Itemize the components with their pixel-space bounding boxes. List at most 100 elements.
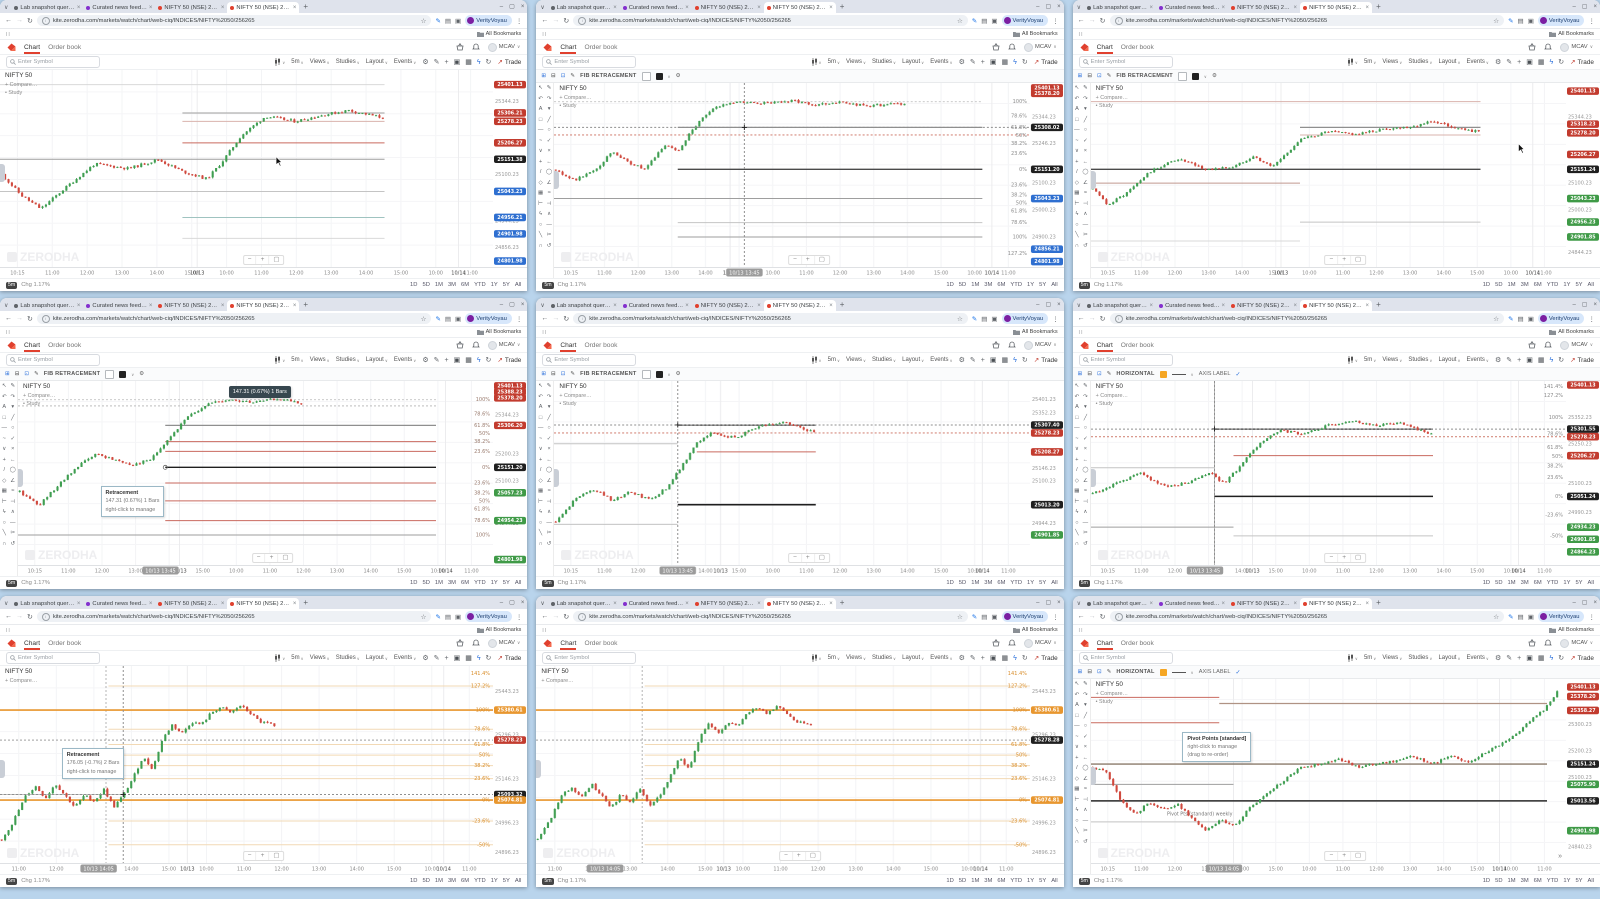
line-style-sample[interactable] <box>1171 373 1186 375</box>
fullscreen-button[interactable]: ▢ <box>813 256 829 264</box>
channel-tool-icon[interactable]: ≈ <box>547 488 551 495</box>
tab-close-icon[interactable]: × <box>1149 4 1154 11</box>
browser-tab[interactable]: NIFTY 50 (NSE) 25,15…× <box>763 300 836 311</box>
crosshair-tool-icon[interactable]: + <box>538 456 543 463</box>
diamond-tool-icon[interactable]: ◇ <box>538 477 543 484</box>
profile-chip[interactable]: VerityVoyau <box>1537 313 1585 324</box>
range-button-ytd[interactable]: YTD <box>474 580 486 586</box>
range-button-5d[interactable]: 5D <box>1495 878 1503 884</box>
toolbar-menu-events[interactable]: Events ∨ <box>930 59 952 65</box>
zoom-in-button[interactable]: + <box>1337 852 1350 860</box>
range-button-1m[interactable]: 1M <box>971 878 980 884</box>
scissors-tool-icon[interactable]: ✂ <box>546 530 552 537</box>
sidebar-handle[interactable] <box>0 163 5 182</box>
range-button-5y[interactable]: 5Y <box>1575 878 1583 884</box>
reload-button[interactable]: ↻ <box>27 315 33 323</box>
pointer-tool-icon[interactable]: ↖ <box>1074 85 1080 92</box>
all-bookmarks-button[interactable]: All Bookmarks <box>476 31 521 37</box>
tab-groups-icon[interactable]: ▣ <box>455 315 462 323</box>
crosshair-icon[interactable]: + <box>444 58 449 66</box>
maximize-button[interactable]: ▢ <box>1581 4 1588 10</box>
crosshair-icon[interactable]: + <box>980 356 985 364</box>
horizontal-line-tool-icon[interactable]: — <box>537 127 544 134</box>
trade-button[interactable]: ↗ Trade <box>1570 356 1594 365</box>
line-color-swatch[interactable] <box>1159 370 1167 378</box>
tab-close-icon[interactable]: × <box>829 600 833 607</box>
edit-extension-icon[interactable]: ✎ <box>971 315 978 323</box>
line-color-swatch[interactable] <box>655 370 663 378</box>
angle-tool-icon[interactable]: ∠ <box>1082 477 1088 484</box>
chart-area[interactable]: NIFTY 50 + Compare… • Study ZERODHA − + ▢… <box>1090 679 1600 874</box>
draw-icon[interactable]: ✎ <box>433 654 440 662</box>
apps-grid-icon[interactable]: ∷ <box>6 31 10 38</box>
reading-list-icon[interactable]: ▤ <box>1517 613 1524 621</box>
tab-close-icon[interactable]: × <box>757 4 761 11</box>
range-button-3m[interactable]: 3M <box>447 282 457 288</box>
price-chart-canvas[interactable] <box>1090 381 1600 576</box>
text-tool-icon[interactable]: A <box>2 404 7 411</box>
sidebar-handle[interactable] <box>18 468 23 487</box>
lightning-icon[interactable]: ϟ <box>1013 654 1017 662</box>
interval-badge[interactable]: 5m <box>542 877 554 885</box>
price-chart-canvas[interactable] <box>536 666 1064 874</box>
basket-icon[interactable] <box>456 341 464 349</box>
sidebar-handle[interactable] <box>0 759 5 778</box>
grid-tool-icon[interactable]: ▦ <box>1074 190 1080 197</box>
tab-close-icon[interactable]: × <box>292 600 297 607</box>
reading-list-icon[interactable]: ▤ <box>981 315 988 323</box>
range-button-ytd[interactable]: YTD <box>1546 282 1559 288</box>
segment-tool-icon[interactable]: — <box>1082 519 1089 526</box>
reload-button[interactable]: ↻ <box>563 315 570 323</box>
back-button[interactable]: ← <box>1077 17 1085 24</box>
comments-icon[interactable]: ▣ <box>453 356 461 364</box>
tab-close-icon[interactable]: × <box>1365 302 1370 309</box>
back-button[interactable]: ← <box>1077 613 1085 620</box>
reload-button[interactable]: ↻ <box>563 17 570 25</box>
extend-right-tool-icon[interactable]: ⊣ <box>1083 498 1088 505</box>
angle-tool-icon[interactable]: ∠ <box>1082 775 1088 782</box>
pointer-tool-icon[interactable]: ↖ <box>538 85 543 92</box>
comments-icon[interactable]: ▣ <box>1526 58 1533 66</box>
toolbar-menu-layout[interactable]: Layout ∨ <box>366 59 388 65</box>
undo-icon[interactable]: ↶ <box>1074 95 1080 102</box>
chart-type-menu[interactable]: ∨ <box>811 654 822 662</box>
extend-right-tool-icon[interactable]: ⊣ <box>1083 200 1088 207</box>
brush-tool-icon[interactable]: ✎ <box>546 85 552 92</box>
symbol-search-input[interactable]: Enter Symbol <box>1078 652 1173 664</box>
toolbar-menu-5m[interactable]: 5m ∨ <box>1364 655 1376 661</box>
profile-chip[interactable]: VerityVoyau <box>1537 611 1585 622</box>
range-button-3m[interactable]: 3M <box>984 878 993 884</box>
apps-grid-icon[interactable]: ∷ <box>542 627 547 634</box>
range-button-all[interactable]: All <box>1587 580 1594 586</box>
toolbar-menu-studies[interactable]: Studies ∨ <box>1408 655 1432 661</box>
all-bookmarks-button[interactable]: All Bookmarks <box>1012 329 1058 335</box>
brush-tool-icon[interactable]: ✎ <box>546 383 552 390</box>
account-menu[interactable]: MCAV ∨ <box>487 42 520 52</box>
browser-tab[interactable]: NIFTY 50 (NSE) 25,15…× <box>155 2 227 13</box>
tab-search-icon[interactable]: ∨ <box>4 601 9 607</box>
crosshair-icon[interactable]: + <box>980 58 985 66</box>
fill-color-swatch[interactable] <box>105 369 115 379</box>
browser-tab[interactable]: Curated news feed – N…× <box>83 2 155 13</box>
toolbar-menu-studies[interactable]: Studies ∨ <box>872 357 896 363</box>
browser-tab[interactable]: Curated news feed – N…× <box>620 598 692 609</box>
profile-chip[interactable]: VerityVoyau <box>1001 313 1049 324</box>
alerts-bell-icon[interactable] <box>1008 639 1016 647</box>
toolbar-menu-views[interactable]: Views ∨ <box>310 357 330 363</box>
price-chart-canvas[interactable] <box>18 381 528 576</box>
comments-icon[interactable]: ▣ <box>989 356 997 364</box>
zoom-out-button[interactable]: − <box>1329 554 1334 561</box>
lightning-icon[interactable]: ϟ <box>476 654 481 662</box>
text-menu-icon[interactable]: ▾ <box>1084 106 1087 113</box>
zoom-out-button[interactable]: − <box>247 852 252 859</box>
range-button-3m[interactable]: 3M <box>447 878 457 884</box>
omnibox[interactable]: i kite.zerodha.com/markets/watch/chart/w… <box>36 313 432 324</box>
arc-tool-icon[interactable]: ∩ <box>2 540 7 547</box>
line-color-swatch[interactable] <box>1191 72 1199 80</box>
layout-right-icon[interactable]: ⊡ <box>24 371 30 377</box>
apps-grid-icon[interactable]: ∷ <box>1078 627 1083 634</box>
toolbar-menu-5m[interactable]: 5m ∨ <box>291 59 303 65</box>
toolbar-menu-studies[interactable]: Studies ∨ <box>1408 59 1432 65</box>
pitchfork-tool-icon[interactable]: ∧ <box>1083 509 1088 516</box>
symbol-search-input[interactable]: Enter Symbol <box>6 56 100 68</box>
